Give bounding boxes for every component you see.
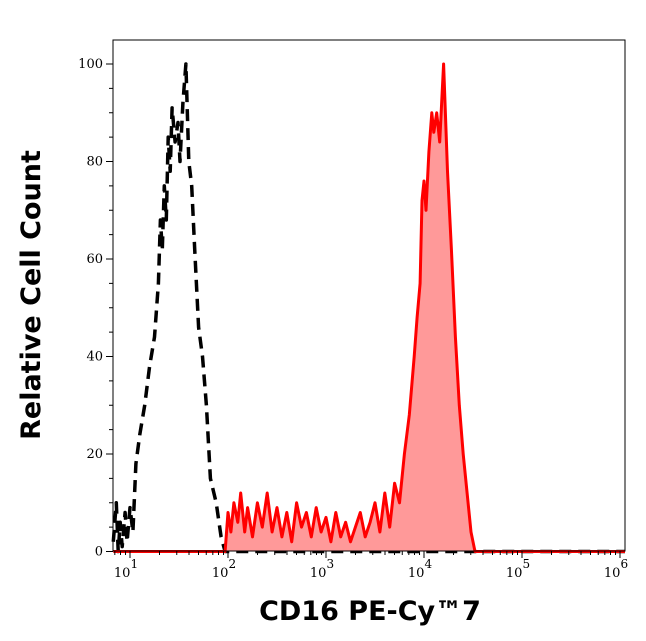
x-tick-label: 103 <box>310 557 334 581</box>
x-axis: 101 102 103 104 105 106 <box>114 551 628 581</box>
series-layer <box>111 62 626 554</box>
y-tick-label: 80 <box>86 155 103 170</box>
y-tick-label: 0 <box>95 545 103 560</box>
x-tick-label: 104 <box>408 557 433 581</box>
series-line-control <box>111 62 625 554</box>
x-axis-label: CD16 PE-Cy™7 <box>259 596 481 627</box>
y-tick-label: 100 <box>78 57 103 72</box>
y-axis: 0 20 40 60 80 100 <box>78 57 113 560</box>
series-line-cd16 <box>113 62 625 553</box>
plot-frame <box>112 39 626 552</box>
x-tick-label: 102 <box>212 557 236 581</box>
x-tick-label: 101 <box>114 557 138 581</box>
y-tick-label: 40 <box>86 350 103 365</box>
y-axis-label: Relative Cell Count <box>16 150 47 440</box>
series-fill-cd16 <box>113 64 626 552</box>
y-tick-label: 60 <box>86 252 103 267</box>
x-tick-label: 106 <box>604 557 628 581</box>
x-tick-label: 105 <box>506 557 530 581</box>
y-tick-label: 20 <box>86 447 103 462</box>
